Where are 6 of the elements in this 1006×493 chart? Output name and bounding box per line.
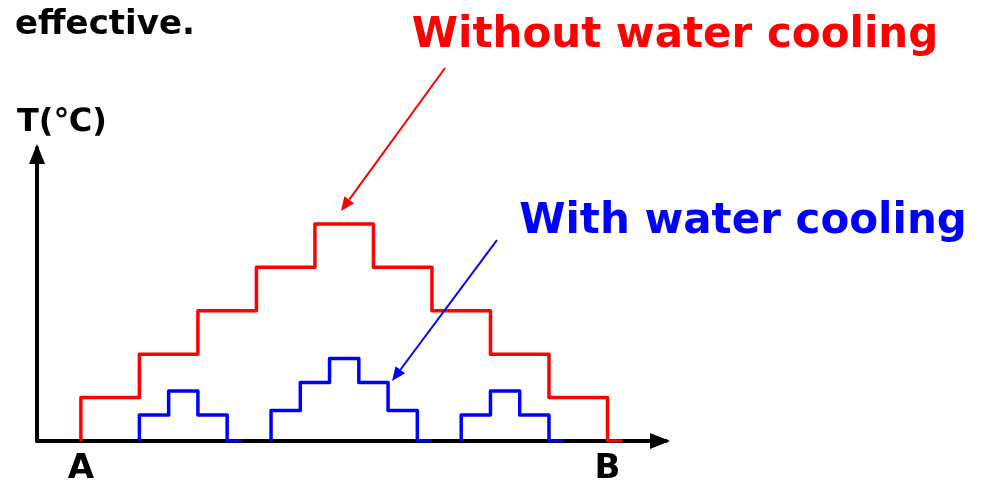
chart-title: effective. bbox=[15, 2, 195, 42]
text: Without water cooling bbox=[411, 7, 939, 57]
annotation: With water cooling bbox=[519, 193, 967, 243]
x-tick-label: A bbox=[67, 446, 95, 486]
x-tick-label: B bbox=[594, 446, 621, 486]
y-axis-title: T(℃) bbox=[17, 101, 107, 139]
